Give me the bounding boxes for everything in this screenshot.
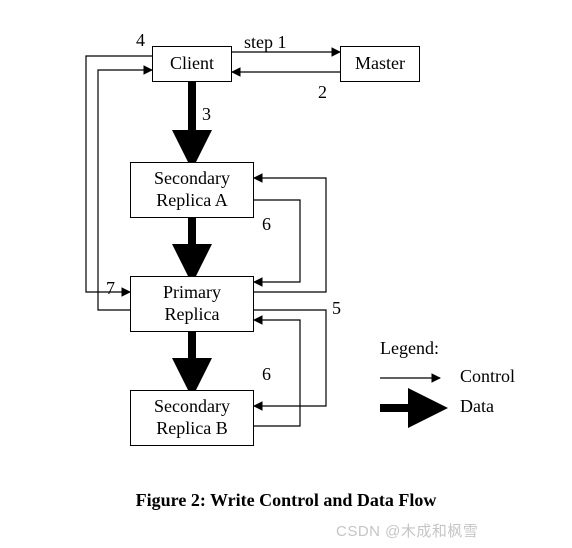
edge-e6a xyxy=(254,200,300,282)
edge-e5a xyxy=(254,178,326,292)
watermark: CSDN @木成和枫雪 xyxy=(336,520,478,541)
edge-label-step1: step 1 xyxy=(244,32,287,53)
node-client: Client xyxy=(152,46,232,82)
edge-label-e4: 4 xyxy=(136,30,145,51)
edge-label-e3: 3 xyxy=(202,104,211,125)
node-secondary-b-label: SecondaryReplica B xyxy=(154,396,230,439)
node-secondary-a: SecondaryReplica A xyxy=(130,162,254,218)
node-master-label: Master xyxy=(355,53,405,75)
node-secondary-a-label: SecondaryReplica A xyxy=(154,168,230,211)
edge-label-e2: 2 xyxy=(318,82,327,103)
legend-label-data: Data xyxy=(460,396,494,417)
edge-label-e6a: 6 xyxy=(262,214,271,235)
edge-label-e6b: 6 xyxy=(262,364,271,385)
legend-title: Legend: xyxy=(380,338,439,359)
node-client-label: Client xyxy=(170,53,214,75)
edge-label-e5b: 5 xyxy=(332,298,341,319)
node-master: Master xyxy=(340,46,420,82)
edges-layer xyxy=(0,0,572,548)
diagram-canvas: Client Master SecondaryReplica A Primary… xyxy=(0,0,572,548)
edge-label-e7: 7 xyxy=(106,278,115,299)
figure-caption: Figure 2: Write Control and Data Flow xyxy=(0,490,572,511)
node-primary-label: PrimaryReplica xyxy=(163,282,221,325)
edge-e6b xyxy=(254,320,300,426)
edge-e5b xyxy=(254,310,326,406)
legend-label-control: Control xyxy=(460,366,515,387)
node-secondary-b: SecondaryReplica B xyxy=(130,390,254,446)
node-primary: PrimaryReplica xyxy=(130,276,254,332)
